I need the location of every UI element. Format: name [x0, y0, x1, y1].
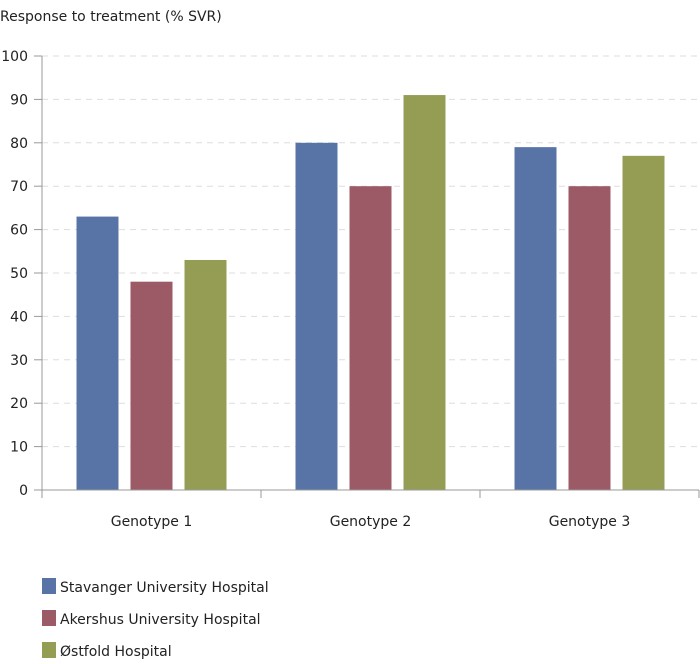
bar	[403, 95, 446, 490]
y-tick-label: 10	[10, 440, 28, 456]
y-tick-label: 0	[19, 483, 28, 499]
legend-swatch	[42, 610, 56, 626]
legend-swatch	[42, 578, 56, 594]
bar	[514, 147, 557, 490]
legend-swatch	[42, 642, 56, 658]
x-tick-label: Genotype 3	[549, 514, 631, 530]
bar	[568, 186, 611, 490]
bar	[130, 281, 173, 490]
y-tick-label: 40	[10, 309, 28, 325]
bar	[76, 216, 119, 490]
y-tick-label: 70	[10, 179, 28, 195]
legend-label: Stavanger University Hospital	[60, 580, 269, 596]
legend-label: Østfold Hospital	[60, 644, 172, 660]
y-tick-label: 20	[10, 396, 28, 412]
y-tick-label: 50	[10, 266, 28, 282]
y-tick-label: 100	[1, 49, 28, 65]
y-tick-label: 30	[10, 353, 28, 369]
bar	[349, 186, 392, 490]
y-tick-label: 90	[10, 92, 28, 108]
legend-label: Akershus University Hospital	[60, 612, 261, 628]
bar	[622, 155, 665, 490]
x-tick-label: Genotype 2	[330, 514, 412, 530]
x-tick-label: Genotype 1	[111, 514, 193, 530]
y-tick-label: 60	[10, 223, 28, 239]
bar	[295, 142, 338, 491]
bar	[184, 259, 227, 490]
y-tick-label: 80	[10, 136, 28, 152]
chart-title: Response to treatment (% SVR)	[0, 9, 222, 25]
